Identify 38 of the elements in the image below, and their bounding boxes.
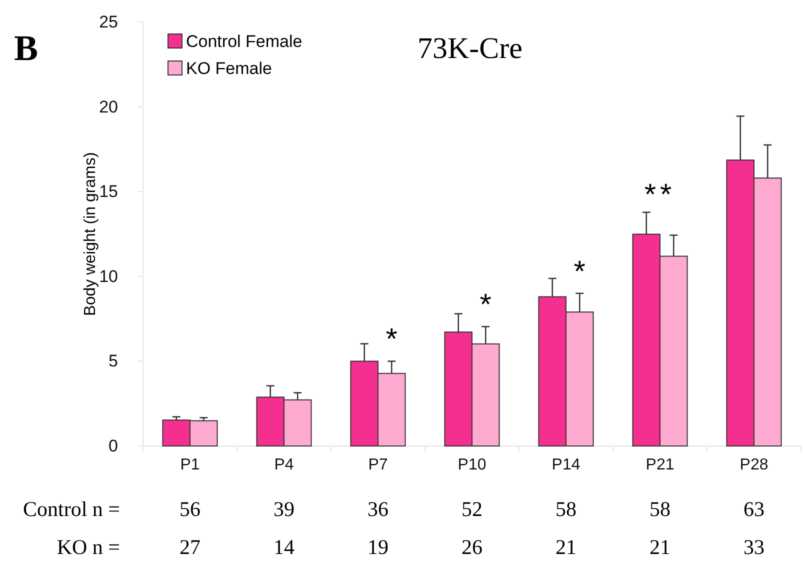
text: 26 bbox=[462, 535, 482, 559]
chart-title: 73K-Cre bbox=[418, 32, 522, 65]
x-tick-label: P1 bbox=[180, 456, 200, 474]
text: 52 bbox=[462, 497, 482, 521]
annotation: ** bbox=[644, 178, 676, 212]
x-tick-label: P28 bbox=[740, 456, 768, 474]
text: 63 bbox=[744, 497, 764, 521]
text: 33 bbox=[744, 535, 764, 559]
y-tick-label: 0 bbox=[108, 436, 118, 456]
x-tick-label: P4 bbox=[274, 456, 294, 474]
text: 58 bbox=[650, 497, 670, 521]
annotation: * bbox=[386, 323, 398, 356]
text: 36 bbox=[368, 497, 388, 521]
y-tick-label: 10 bbox=[99, 266, 118, 286]
text: 19 bbox=[368, 535, 388, 559]
x-tick-label: P14 bbox=[552, 456, 580, 474]
x-tick-label: P7 bbox=[368, 456, 388, 474]
text: 21 bbox=[556, 535, 576, 559]
text: 14 bbox=[274, 535, 295, 559]
text: 39 bbox=[274, 497, 294, 521]
annotation: * bbox=[574, 255, 586, 288]
y-tick-label: 20 bbox=[99, 97, 118, 116]
annotation: * bbox=[480, 288, 492, 322]
y-tick-label: 5 bbox=[108, 352, 118, 371]
y-tick-label: 25 bbox=[99, 12, 118, 32]
text: Control n = bbox=[22, 497, 120, 521]
text: 21 bbox=[650, 535, 670, 559]
legend-label: Control Female bbox=[186, 32, 302, 51]
text: KO n = bbox=[56, 535, 120, 559]
x-tick-label: P10 bbox=[458, 456, 486, 474]
y-tick-label: 15 bbox=[99, 182, 118, 202]
y-axis-title: Body weight (in grams) bbox=[82, 152, 99, 316]
text: 58 bbox=[556, 497, 576, 521]
text: 27 bbox=[180, 535, 200, 559]
text: 56 bbox=[180, 497, 200, 521]
x-tick-label: P21 bbox=[646, 456, 674, 474]
text: B bbox=[14, 28, 38, 68]
legend-label: KO Female bbox=[186, 59, 272, 78]
